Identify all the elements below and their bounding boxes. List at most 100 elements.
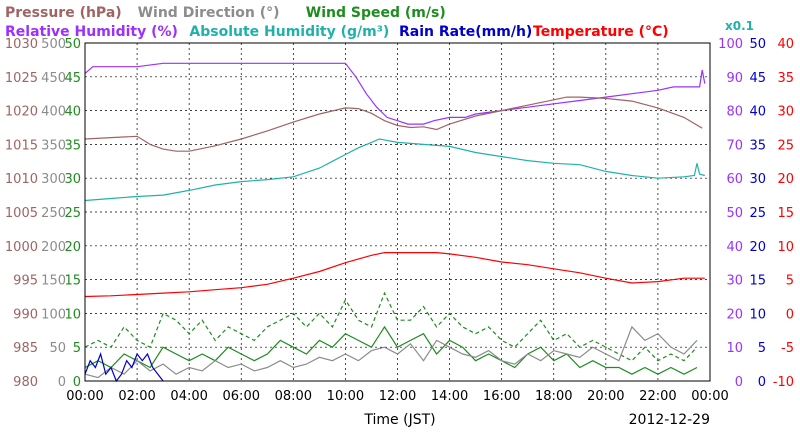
y-tick-label-wind_dir: 50 bbox=[49, 341, 66, 356]
y-tick-label-rain: 40 bbox=[749, 105, 766, 120]
y-tick-label-rain: 5 bbox=[758, 341, 766, 356]
y-tick-label-humidity: 60 bbox=[726, 172, 743, 187]
y-tick-label-wind_speed: 50 bbox=[64, 37, 81, 52]
y-tick-label-wind_speed: 10 bbox=[64, 307, 81, 322]
legend-entry: Relative Humidity (%) bbox=[5, 24, 178, 40]
legend-entry: Wind Speed (m/s) bbox=[306, 5, 446, 21]
y-tick-label-humidity: 70 bbox=[726, 138, 743, 153]
series-line bbox=[84, 352, 164, 383]
y-tick-label-humidity: 20 bbox=[726, 307, 743, 322]
y-tick-label-wind_speed: 0 bbox=[73, 375, 81, 390]
y-tick-label-pressure: 980 bbox=[13, 375, 38, 390]
y-tick-label-rain: 10 bbox=[749, 307, 766, 322]
y-tick-label-pressure: 990 bbox=[13, 307, 38, 322]
y-tick-label-humidity: 100 bbox=[718, 37, 743, 52]
y-tick-label-humidity: 90 bbox=[726, 71, 743, 86]
y-tick-label-temp: 5 bbox=[786, 274, 794, 289]
y-tick-label-rain: 50 bbox=[749, 37, 766, 52]
y-tick-label-rain: 30 bbox=[749, 172, 766, 187]
series-line bbox=[84, 96, 703, 152]
x-tick-label: 14:00 bbox=[431, 389, 468, 404]
x-tick-label: 18:00 bbox=[535, 389, 572, 404]
series-line bbox=[84, 252, 705, 298]
x-axis-label: Time (JST) bbox=[363, 412, 435, 428]
plot-area bbox=[84, 62, 706, 383]
y-tick-label-wind_dir: 350 bbox=[41, 138, 66, 153]
y-tick-label-humidity: 0 bbox=[735, 375, 743, 390]
x-tick-label: 04:00 bbox=[170, 389, 207, 404]
y-tick-label-temp: 40 bbox=[777, 37, 794, 52]
y-tick-label-wind_dir: 300 bbox=[41, 172, 66, 187]
series-line bbox=[84, 325, 698, 379]
y-tick-label-rain: 0 bbox=[758, 375, 766, 390]
legend-entry: Pressure (hPa) bbox=[5, 5, 122, 21]
y-tick-label-wind_dir: 450 bbox=[41, 71, 66, 86]
x-tick-label: 06:00 bbox=[223, 389, 260, 404]
y-tick-label-wind_dir: 150 bbox=[41, 274, 66, 289]
y-tick-label-pressure: 1025 bbox=[5, 71, 38, 86]
y-tick-label-rain: 45 bbox=[749, 71, 766, 86]
y-tick-label-temp: 15 bbox=[777, 206, 794, 221]
x-tick-label: 22:00 bbox=[639, 389, 676, 404]
y-tick-label-temp: 25 bbox=[777, 138, 794, 153]
x-tick-label: 08:00 bbox=[275, 389, 312, 404]
y-tick-label-pressure: 1015 bbox=[5, 138, 38, 153]
y-tick-label-wind_speed: 20 bbox=[64, 240, 81, 255]
y-tick-label-wind_speed: 25 bbox=[64, 206, 81, 221]
x-tick-label: 20:00 bbox=[587, 389, 624, 404]
y-tick-label-pressure: 1030 bbox=[5, 37, 38, 52]
legend-entry: Absolute Humidity (g/m³) bbox=[189, 24, 389, 40]
y-tick-label-humidity: 80 bbox=[726, 105, 743, 120]
y-tick-label-pressure: 1010 bbox=[5, 172, 38, 187]
y-tick-label-temp: 35 bbox=[777, 71, 794, 86]
y-tick-label-wind_speed: 30 bbox=[64, 172, 81, 187]
x-tick-label: 10:00 bbox=[327, 389, 364, 404]
series-line bbox=[84, 138, 705, 202]
y-tick-label-pressure: 995 bbox=[13, 274, 38, 289]
series-line bbox=[84, 325, 698, 375]
y-tick-label-rain: 15 bbox=[749, 274, 766, 289]
series-line bbox=[84, 62, 706, 125]
y-tick-label-humidity: 30 bbox=[726, 274, 743, 289]
legend-entry: Wind Direction (°) bbox=[138, 5, 280, 21]
x-tick-label: 00:00 bbox=[691, 389, 728, 404]
x-tick-label: 02:00 bbox=[118, 389, 155, 404]
y-tick-label-temp: 0 bbox=[786, 307, 794, 322]
y-tick-label-rain: 25 bbox=[749, 206, 766, 221]
y-tick-label-wind_speed: 45 bbox=[64, 71, 81, 86]
date-label: 2012-12-29 bbox=[629, 412, 710, 428]
y-tick-label-wind_dir: 250 bbox=[41, 206, 66, 221]
y-tick-label-wind_speed: 35 bbox=[64, 138, 81, 153]
y-tick-label-wind_dir: 400 bbox=[41, 105, 66, 120]
y-tick-label-rain: 35 bbox=[749, 138, 766, 153]
y-tick-label-wind_speed: 40 bbox=[64, 105, 81, 120]
x-tick-label: 12:00 bbox=[379, 389, 416, 404]
y-tick-label-wind_speed: 15 bbox=[64, 274, 81, 289]
plot-frame bbox=[84, 42, 711, 382]
y-tick-label-humidity: 10 bbox=[726, 341, 743, 356]
legend: Pressure (hPa) Wind Direction (°) Wind Spe… bbox=[5, 5, 754, 40]
y-tick-label-wind_dir: 100 bbox=[41, 307, 66, 322]
y-tick-label-wind_dir: 500 bbox=[41, 37, 66, 52]
x-tick-label: 16:00 bbox=[483, 389, 520, 404]
series-line bbox=[84, 291, 698, 362]
y-tick-label-pressure: 1020 bbox=[5, 105, 38, 120]
y-tick-label-wind_dir: 200 bbox=[41, 240, 66, 255]
y-tick-label-pressure: 1000 bbox=[5, 240, 38, 255]
y-tick-label-pressure: 985 bbox=[13, 341, 38, 356]
axis-labels: 00:00 02:00 04:00 06:00 08:00 10:00 12:00 14:00… bbox=[5, 37, 794, 404]
y-tick-label-temp: 20 bbox=[777, 172, 794, 187]
y-tick-label-rain: 20 bbox=[749, 240, 766, 255]
y-tick-label-temp: 10 bbox=[777, 240, 794, 255]
y-tick-label-pressure: 1005 bbox=[5, 206, 38, 221]
legend-scale-note: x0.1 bbox=[725, 19, 754, 33]
legend-entry: Temperature (°C) bbox=[533, 24, 669, 40]
y-tick-label-temp: 30 bbox=[777, 105, 794, 120]
y-tick-label-wind_speed: 5 bbox=[73, 341, 81, 356]
legend-entry: Rain Rate(mm/h) bbox=[399, 24, 532, 40]
x-tick-label: 00:00 bbox=[66, 389, 103, 404]
y-tick-label-wind_dir: 0 bbox=[58, 375, 66, 390]
y-tick-label-temp: -5 bbox=[781, 341, 794, 356]
